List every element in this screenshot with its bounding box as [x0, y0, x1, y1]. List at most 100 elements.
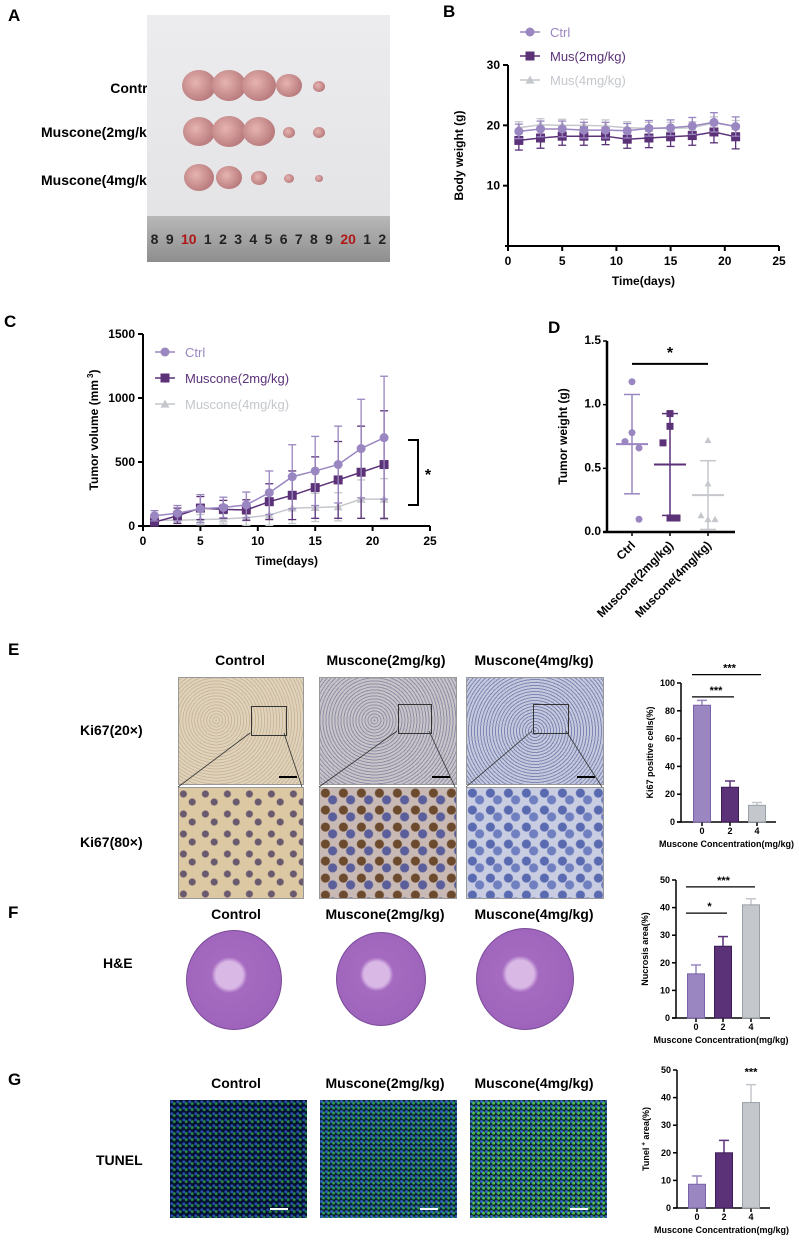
tumor-sample [212, 116, 246, 147]
bar-2 [715, 1152, 733, 1209]
tumor-sample [283, 127, 295, 138]
y-tick-label: 500 [115, 455, 135, 469]
legend-marker [160, 347, 170, 357]
data-point [379, 433, 389, 443]
tumor-sample [184, 164, 214, 191]
significance-label: *** [745, 1066, 759, 1078]
data-point [704, 436, 712, 444]
col-header-control: Control [211, 1075, 261, 1091]
tunel-control-image [170, 1100, 307, 1218]
y-tick-label: 40 [660, 903, 670, 913]
data-point [310, 466, 320, 476]
data-point [621, 438, 629, 446]
ruler-number: 5 [264, 231, 273, 247]
legend-marker [160, 373, 170, 383]
tumor-sample [183, 117, 215, 146]
row-label-muscone-4: Muscone(4mg/kg) [40, 172, 160, 188]
ruler-number: 2 [219, 231, 227, 247]
row-label-muscone-2: Muscone(2mg/kg) [40, 124, 160, 140]
col-header-muscone-4: Muscone(4mg/kg) [474, 906, 594, 922]
data-point [709, 117, 719, 127]
bar-0 [693, 704, 711, 823]
ruler-number: 7 [294, 231, 303, 247]
ruler: 8 9 10 1 2 3 4 5 6 7 8 9 20 1 2 [147, 216, 390, 262]
y-axis-label-main: Tumor weight (g) [556, 388, 570, 484]
data-point [666, 514, 674, 522]
data-point [666, 422, 674, 430]
x-tick-label: 4 [748, 1022, 753, 1032]
panel-label-f: F [8, 903, 19, 922]
row-label-ki67-20x: Ki67(20×) [80, 722, 143, 738]
y-axis-label: Tumor weight (g) [556, 388, 570, 484]
bar-0 [688, 1183, 706, 1209]
bar-4 [742, 904, 760, 1019]
x-tick-label: 0 [694, 1212, 699, 1222]
data-point [628, 429, 636, 437]
data-point [622, 126, 632, 136]
panel-label-c: C [4, 312, 17, 331]
col-header-muscone-2: Muscone(2mg/kg) [325, 906, 445, 922]
y-tick-label: 20 [487, 118, 501, 132]
significance-label: *** [710, 685, 724, 697]
data-point [287, 472, 297, 482]
y-axis-label-superscript: 3 [86, 373, 95, 378]
tumor-sample [212, 70, 246, 101]
legend-marker [525, 75, 535, 84]
legend-label: Muscone(4mg/kg) [185, 397, 289, 412]
y-tick-label: 30 [487, 58, 501, 72]
col-header-muscone-2: Muscone(2mg/kg) [326, 652, 446, 668]
y-axis-label-main: Tumor volume (mm [87, 380, 101, 490]
y-tick-label: 0.0 [584, 524, 601, 538]
x-tick-label: 10 [610, 254, 624, 268]
y-tick-label: 1000 [108, 391, 135, 405]
tumor-photo: 8 9 10 1 2 3 4 5 6 7 8 9 20 1 2 [147, 15, 390, 262]
y-axis-label-superscript: + [641, 1142, 647, 1146]
data-point [579, 125, 589, 135]
ruler-number: 20 [340, 231, 356, 247]
y-tick-label: 10 [661, 1175, 671, 1185]
y-tick-label: 0 [128, 519, 135, 533]
significance-label: * [425, 467, 432, 484]
data-point [149, 517, 159, 527]
bar-4 [748, 804, 766, 823]
y-tick-label: 60 [665, 734, 675, 744]
y-axis-label: Ki67 positive cells(%) [645, 706, 655, 798]
data-point [218, 502, 228, 512]
y-tick-label: 1.0 [584, 397, 601, 411]
y-tick-label: 10 [660, 985, 670, 995]
col-header-muscone-4: Muscone(4mg/kg) [474, 652, 594, 668]
ruler-number: 9 [325, 231, 333, 247]
data-point [704, 515, 712, 523]
panel-label-g: G [8, 1070, 22, 1089]
ruler-number: 3 [234, 231, 243, 247]
legend-label: Mus(2mg/kg) [550, 49, 626, 64]
data-point [333, 460, 343, 470]
y-tick-label: 30 [660, 930, 670, 940]
x-axis-label: Muscone Concentration(mg/kg) [653, 1035, 788, 1045]
x-tick-label: 20 [718, 254, 732, 268]
tunel-muscone-2-image [320, 1100, 457, 1218]
y-axis-label-rest: area(%) [641, 1107, 651, 1142]
legend-marker [160, 399, 170, 408]
data-point [697, 511, 705, 519]
data-point [659, 439, 667, 447]
ki67-80x-muscone-4-image [466, 787, 604, 899]
y-axis-label-main: Nucrosis area(%) [640, 912, 650, 986]
y-tick-label: 0.5 [584, 460, 601, 474]
data-point [731, 122, 741, 132]
data-point [514, 126, 524, 136]
x-tick-label: 2 [720, 1022, 725, 1032]
x-tick-label: 0 [693, 1022, 698, 1032]
data-point [536, 124, 546, 134]
tumor-sample [276, 74, 302, 98]
legend-marker [525, 51, 535, 61]
y-tick-label: 1500 [108, 327, 135, 341]
tumor-sample [313, 127, 325, 138]
tumor-sample [315, 175, 323, 183]
x-tick-label: 2 [721, 1212, 726, 1222]
legend-marker [525, 27, 535, 37]
legend-label: Muscone(2mg/kg) [185, 371, 289, 386]
tumor-sample [182, 70, 216, 101]
data-point [356, 444, 366, 454]
